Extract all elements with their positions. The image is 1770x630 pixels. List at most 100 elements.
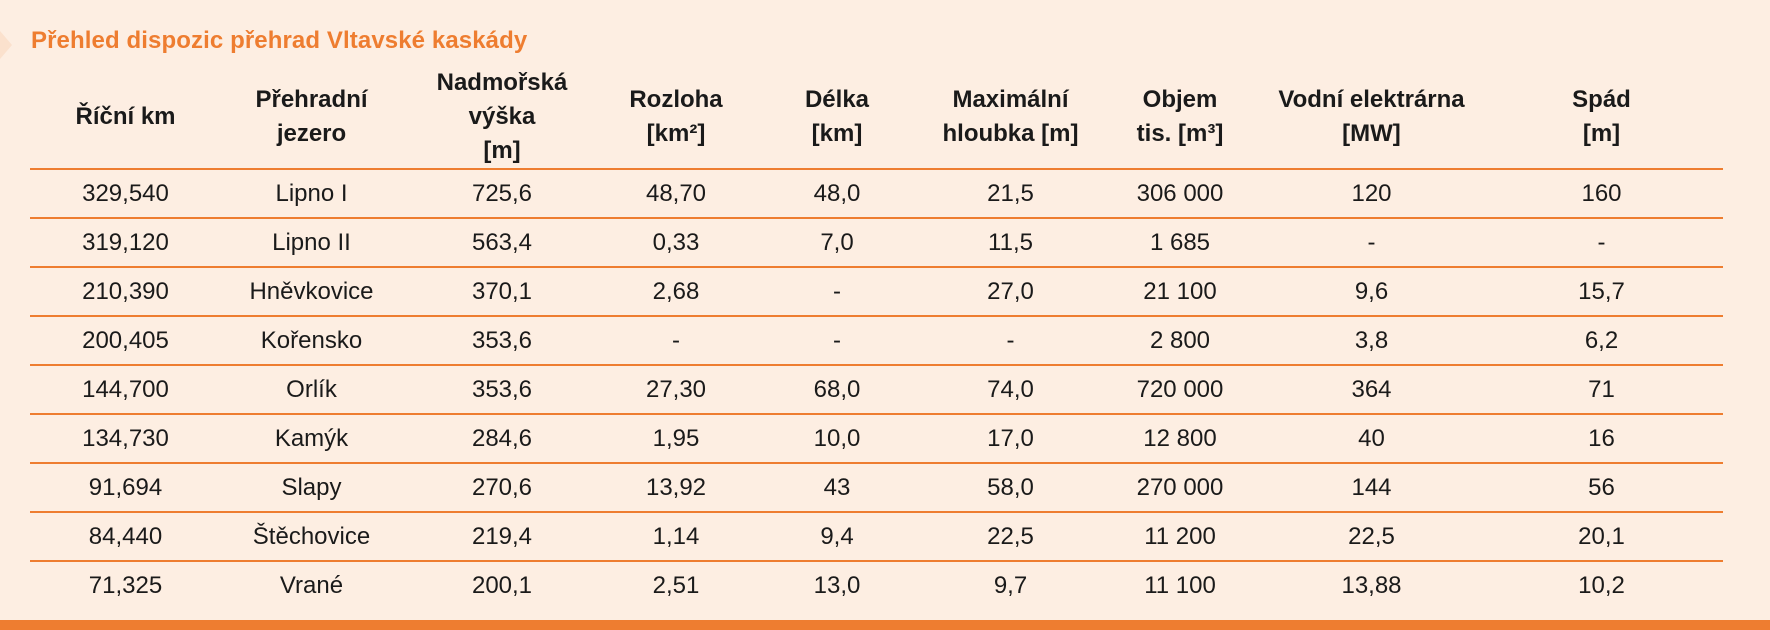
cell-river-km: 71,325	[88, 571, 163, 599]
header-area-line2: [km²]	[646, 120, 706, 147]
cell-head: 10,2	[1578, 571, 1625, 599]
cell-head: 6,2	[1480, 316, 1723, 366]
cell-max-depth: 74,0	[924, 365, 1097, 415]
table-row: 319,120 Lipno II 563,4 0,33 7,0 11,5 1 685- -	[30, 218, 1723, 268]
header-river-km-line1: Říční km	[75, 103, 176, 130]
header-volume: Objem tis. [m³]	[1097, 66, 1263, 170]
cell-power-plant: 22,5	[1263, 512, 1480, 562]
table-row: 134,730 Kamýk 284,6 1,95 10,0 17,0 12 800 40 16	[30, 414, 1723, 464]
cell-reservoir: Orlík	[221, 365, 402, 415]
header-altitude-line1: Nadmořská výška	[436, 69, 568, 130]
cell-area: 27,30	[602, 365, 750, 415]
cell-max-depth: 22,5	[924, 512, 1097, 562]
cell-reservoir: Kořensko	[221, 316, 402, 366]
cell-river-km: 210,390	[30, 267, 221, 317]
cell-volume: 11 200	[1097, 512, 1263, 562]
cell-reservoir: Štěchovice	[221, 512, 402, 562]
cell-altitude: 270,6	[402, 463, 602, 513]
header-head-line1: Spád	[1572, 86, 1631, 113]
cell-river-km: 329,540	[30, 169, 221, 219]
cell-reservoir: Lipno I	[221, 169, 402, 219]
cell-length: 9,4	[750, 512, 924, 562]
header-max-depth-line1: Maximální	[952, 86, 1069, 113]
header-volume-line1: Objem	[1142, 86, 1218, 113]
cell-river-km: 144,700	[30, 365, 221, 415]
cell-volume: 1 685	[1097, 218, 1263, 268]
cell-max-depth: 9,7	[993, 571, 1028, 599]
cell-river-km: 84,440	[30, 512, 221, 562]
cell-volume: 12 800	[1097, 414, 1263, 464]
cell-max-depth: 58,0	[924, 463, 1097, 513]
header-volume-line2: tis. [m³]	[1136, 120, 1224, 147]
cell-volume: 11 100	[1144, 571, 1216, 599]
cell-length: 7,0	[750, 218, 924, 268]
cell-altitude: 725,6	[402, 169, 602, 219]
cell-length: 10,0	[750, 414, 924, 464]
cell-head: 56	[1480, 463, 1723, 513]
cell-altitude: 563,4	[402, 218, 602, 268]
cell-length: 43	[750, 463, 924, 513]
table-row: 329,540 Lipno I 725,6 48,70 48,0 21,5 306 000 1…	[30, 169, 1723, 219]
cell-max-depth: 11,5	[924, 218, 1097, 268]
cell-reservoir: Vrané	[279, 571, 344, 599]
header-power-plant-line1: Vodní elektrárna	[1278, 86, 1465, 113]
table-row: 84,440 Štěchovice 219,4 1,14 9,4 22,5 11 200 22…	[30, 512, 1723, 562]
cell-power-plant: -	[1263, 218, 1480, 268]
cell-reservoir: Lipno II	[221, 218, 402, 268]
table-body: 329,540 Lipno I 725,6 48,70 48,0 21,5 306 000 1…	[30, 169, 1723, 609]
header-altitude: Nadmořská výška [m]	[402, 66, 602, 170]
cell-altitude: 370,1	[402, 267, 602, 317]
header-area: Rozloha [km²]	[602, 66, 750, 170]
cell-power-plant: 364	[1263, 365, 1480, 415]
cell-power-plant: 13,88	[1341, 571, 1402, 599]
cell-river-km: 200,405	[30, 316, 221, 366]
cell-area: 2,51	[652, 571, 700, 599]
cell-volume: 2 800	[1097, 316, 1263, 366]
cell-reservoir: Kamýk	[221, 414, 402, 464]
cell-altitude: 219,4	[402, 512, 602, 562]
header-river-km: Říční km	[30, 66, 221, 170]
table-row: 91,694 Slapy 270,6 13,92 43 58,0 270 000 144 56	[30, 463, 1723, 513]
cell-volume: 306 000	[1097, 169, 1263, 219]
cell-altitude: 284,6	[402, 414, 602, 464]
table-header-row: Říční km Přehradní jezero Nadmořská výška [m…	[30, 66, 1723, 170]
header-power-plant-line2: [MW]	[1342, 120, 1401, 147]
cell-area: 1,14	[602, 512, 750, 562]
cell-altitude: 353,6	[402, 316, 602, 366]
cell-volume: 720 000	[1097, 365, 1263, 415]
cell-head: 20,1	[1480, 512, 1723, 562]
header-max-depth-line2: hloubka [m]	[942, 120, 1079, 147]
cell-length: 68,0	[750, 365, 924, 415]
cell-length: 13,0	[813, 571, 861, 599]
cell-area: 1,95	[602, 414, 750, 464]
cell-length: -	[750, 267, 924, 317]
table-row: 71,325 Vrané 200,1 2,51 13,0 9,7 11 100 13,88 10…	[30, 561, 1723, 609]
cell-head: 71	[1480, 365, 1723, 415]
cell-volume: 270 000	[1097, 463, 1263, 513]
cell-power-plant: 120	[1263, 169, 1480, 219]
header-head-line2: [m]	[1582, 120, 1621, 147]
cell-reservoir: Slapy	[221, 463, 402, 513]
cell-volume: 21 100	[1097, 267, 1263, 317]
table-row: 144,700 Orlík 353,6 27,30 68,0 74,0 720 000 364…	[30, 365, 1723, 415]
cell-power-plant: 3,8	[1263, 316, 1480, 366]
cell-area: -	[602, 316, 750, 366]
cell-length: 48,0	[750, 169, 924, 219]
cell-area: 13,92	[602, 463, 750, 513]
cell-power-plant: 40	[1263, 414, 1480, 464]
cell-power-plant: 9,6	[1263, 267, 1480, 317]
dam-table: Říční km Přehradní jezero Nadmořská výška [m…	[30, 66, 1723, 609]
cell-head: 15,7	[1480, 267, 1723, 317]
cell-altitude: 200,1	[471, 571, 533, 599]
page-title: Přehled dispozic přehrad Vltavské kaskád…	[31, 27, 528, 54]
cell-max-depth: 17,0	[924, 414, 1097, 464]
header-reservoir-line1: Přehradní	[255, 86, 368, 113]
header-head: Spád [m]	[1480, 66, 1723, 170]
cell-max-depth: 27,0	[924, 267, 1097, 317]
header-length: Délka [km]	[750, 66, 924, 170]
header-max-depth: Maximální hloubka [m]	[924, 66, 1097, 170]
header-length-line2: [km]	[811, 120, 863, 147]
header-reservoir-line2: jezero	[276, 120, 347, 147]
header-length-line1: Délka	[804, 86, 870, 113]
